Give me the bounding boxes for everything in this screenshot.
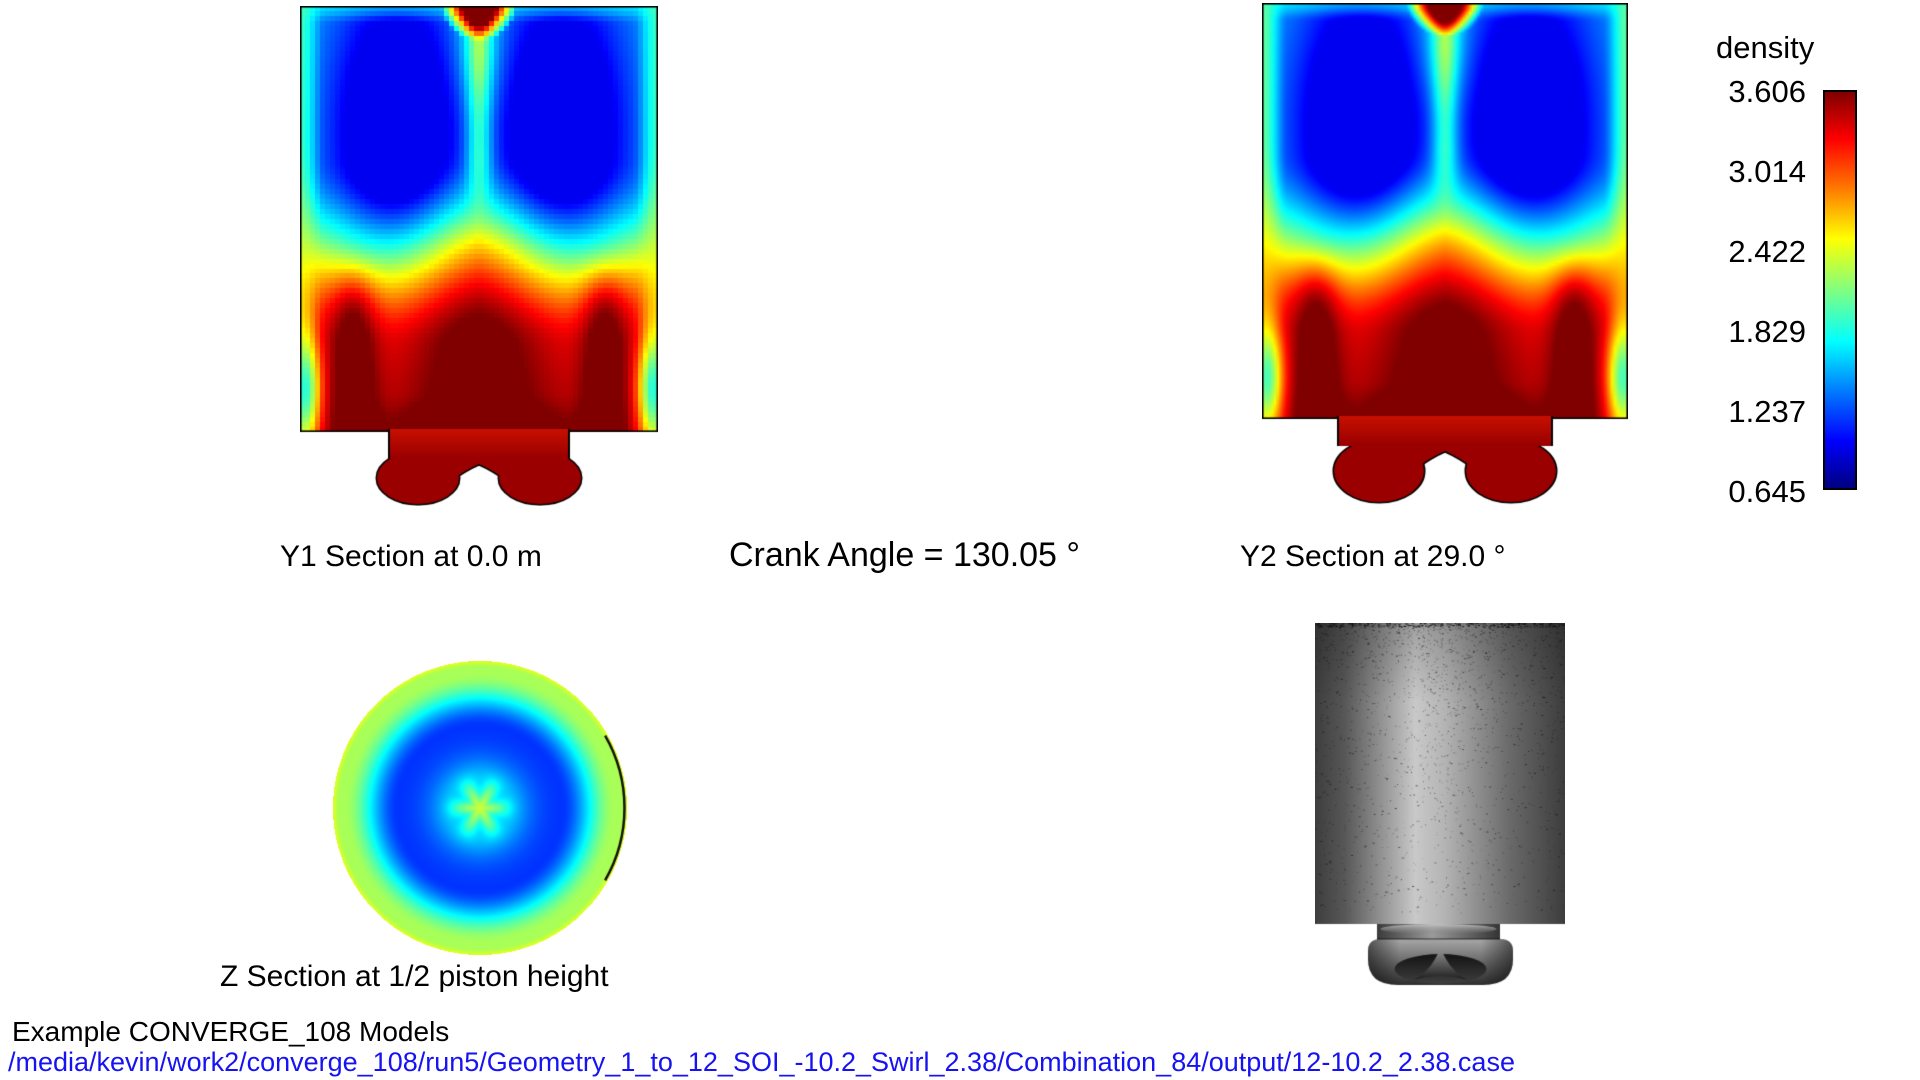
model-title-line: Example CONVERGE_108 Models — [12, 1016, 450, 1047]
geometry-3d-view — [1315, 623, 1565, 995]
legend-tick: 3.014 — [1728, 154, 1806, 189]
legend-tick-labels: 3.606 3.014 2.422 1.829 1.237 0.645 — [1686, 0, 1806, 540]
legend-tick: 2.422 — [1728, 234, 1806, 269]
legend-title: density — [1716, 30, 1815, 65]
z-section-label: Z Section at 1/2 piston height — [220, 960, 609, 993]
crank-angle-label: Crank Angle = 130.05 ° — [729, 536, 1081, 574]
legend-tick: 0.645 — [1728, 474, 1806, 509]
legend-colorbar — [1823, 90, 1857, 490]
y2-section-view — [1262, 3, 1628, 506]
z-section-view — [333, 661, 627, 955]
legend-tick: 1.829 — [1728, 314, 1806, 349]
legend-tick: 1.237 — [1728, 394, 1806, 429]
legend-tick: 3.606 — [1728, 74, 1806, 109]
case-file-path: /media/kevin/work2/converge_108/run5/Geo… — [8, 1047, 1515, 1077]
y2-section-label: Y2 Section at 29.0 ° — [1240, 540, 1506, 573]
y1-section-view — [300, 6, 658, 506]
y1-section-label: Y1 Section at 0.0 m — [280, 540, 542, 573]
